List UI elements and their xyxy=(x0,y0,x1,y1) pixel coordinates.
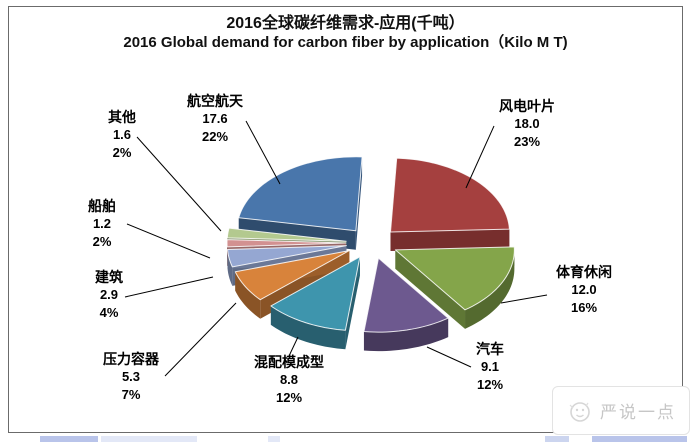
slice-percent: 23% xyxy=(513,134,541,149)
slice-name: 其他 xyxy=(108,109,136,125)
cropped-content-strip xyxy=(545,436,569,442)
label-leader-line xyxy=(126,223,211,259)
chart-title-en: 2016 Global demand for carbon fiber by a… xyxy=(123,34,568,51)
slice-name: 体育休闲 xyxy=(556,264,612,280)
slice-label-marine: 船舶 1.2 2% xyxy=(56,197,148,251)
slice-percent: 4% xyxy=(99,305,119,320)
slice-percent: 7% xyxy=(121,387,141,402)
slice-value: 17.6 xyxy=(202,111,228,126)
slice-percent: 12% xyxy=(476,377,504,392)
slice-value: 1.6 xyxy=(112,127,132,142)
cropped-content-strip xyxy=(592,436,687,442)
slice-label-molding: 混配模成型 8.8 12% xyxy=(225,353,353,407)
label-leader-line xyxy=(245,120,281,185)
slice-name: 汽车 xyxy=(476,341,504,357)
chart-title-zh: 2016全球碳纤维需求-应用(千吨） xyxy=(226,15,465,32)
slice-name: 压力容器 xyxy=(103,351,159,367)
label-leader-line xyxy=(124,276,214,298)
watermark: 严说一点 xyxy=(552,386,690,435)
slice-percent: 2% xyxy=(92,234,112,249)
slice-label-aerospace: 航空航天 17.6 22% xyxy=(162,92,268,146)
slice-value: 1.2 xyxy=(92,216,112,231)
label-leader-line xyxy=(136,136,222,232)
slice-label-construction: 建筑 2.9 4% xyxy=(61,268,157,322)
slice-label-wind: 风电叶片 18.0 23% xyxy=(474,97,580,151)
slice-label-auto: 汽车 9.1 12% xyxy=(442,340,538,394)
watermark-face-icon xyxy=(569,401,590,422)
cropped-content-strip xyxy=(40,436,98,442)
label-leader-line xyxy=(426,346,472,368)
slice-value: 9.1 xyxy=(480,359,500,374)
label-leader-line xyxy=(164,302,237,377)
slice-value: 18.0 xyxy=(514,116,540,131)
slice-name: 航空航天 xyxy=(187,93,243,109)
slice-value: 12.0 xyxy=(571,282,597,297)
slice-percent: 12% xyxy=(275,390,303,405)
slice-label-others: 其他 1.6 2% xyxy=(84,108,160,162)
label-leader-line xyxy=(500,294,548,304)
label-leader-line xyxy=(465,125,495,189)
slice-value: 2.9 xyxy=(99,287,119,302)
slice-percent: 16% xyxy=(570,300,598,315)
slice-name: 风电叶片 xyxy=(499,98,555,114)
slice-percent: 22% xyxy=(201,129,229,144)
cropped-content-strip xyxy=(101,436,197,442)
slice-name: 混配模成型 xyxy=(254,354,324,370)
watermark-text: 严说一点 xyxy=(600,403,676,422)
cropped-content-strip xyxy=(268,436,280,442)
label-leader-line xyxy=(288,336,299,357)
slice-name: 船舶 xyxy=(88,198,116,214)
slice-name: 建筑 xyxy=(95,269,123,285)
slice-value: 8.8 xyxy=(279,372,299,387)
slice-label-pressure-vessel: 压力容器 5.3 7% xyxy=(67,350,195,404)
slice-percent: 2% xyxy=(112,145,132,160)
slice-label-sports: 体育休闲 12.0 16% xyxy=(530,263,638,317)
slice-value: 5.3 xyxy=(121,369,141,384)
